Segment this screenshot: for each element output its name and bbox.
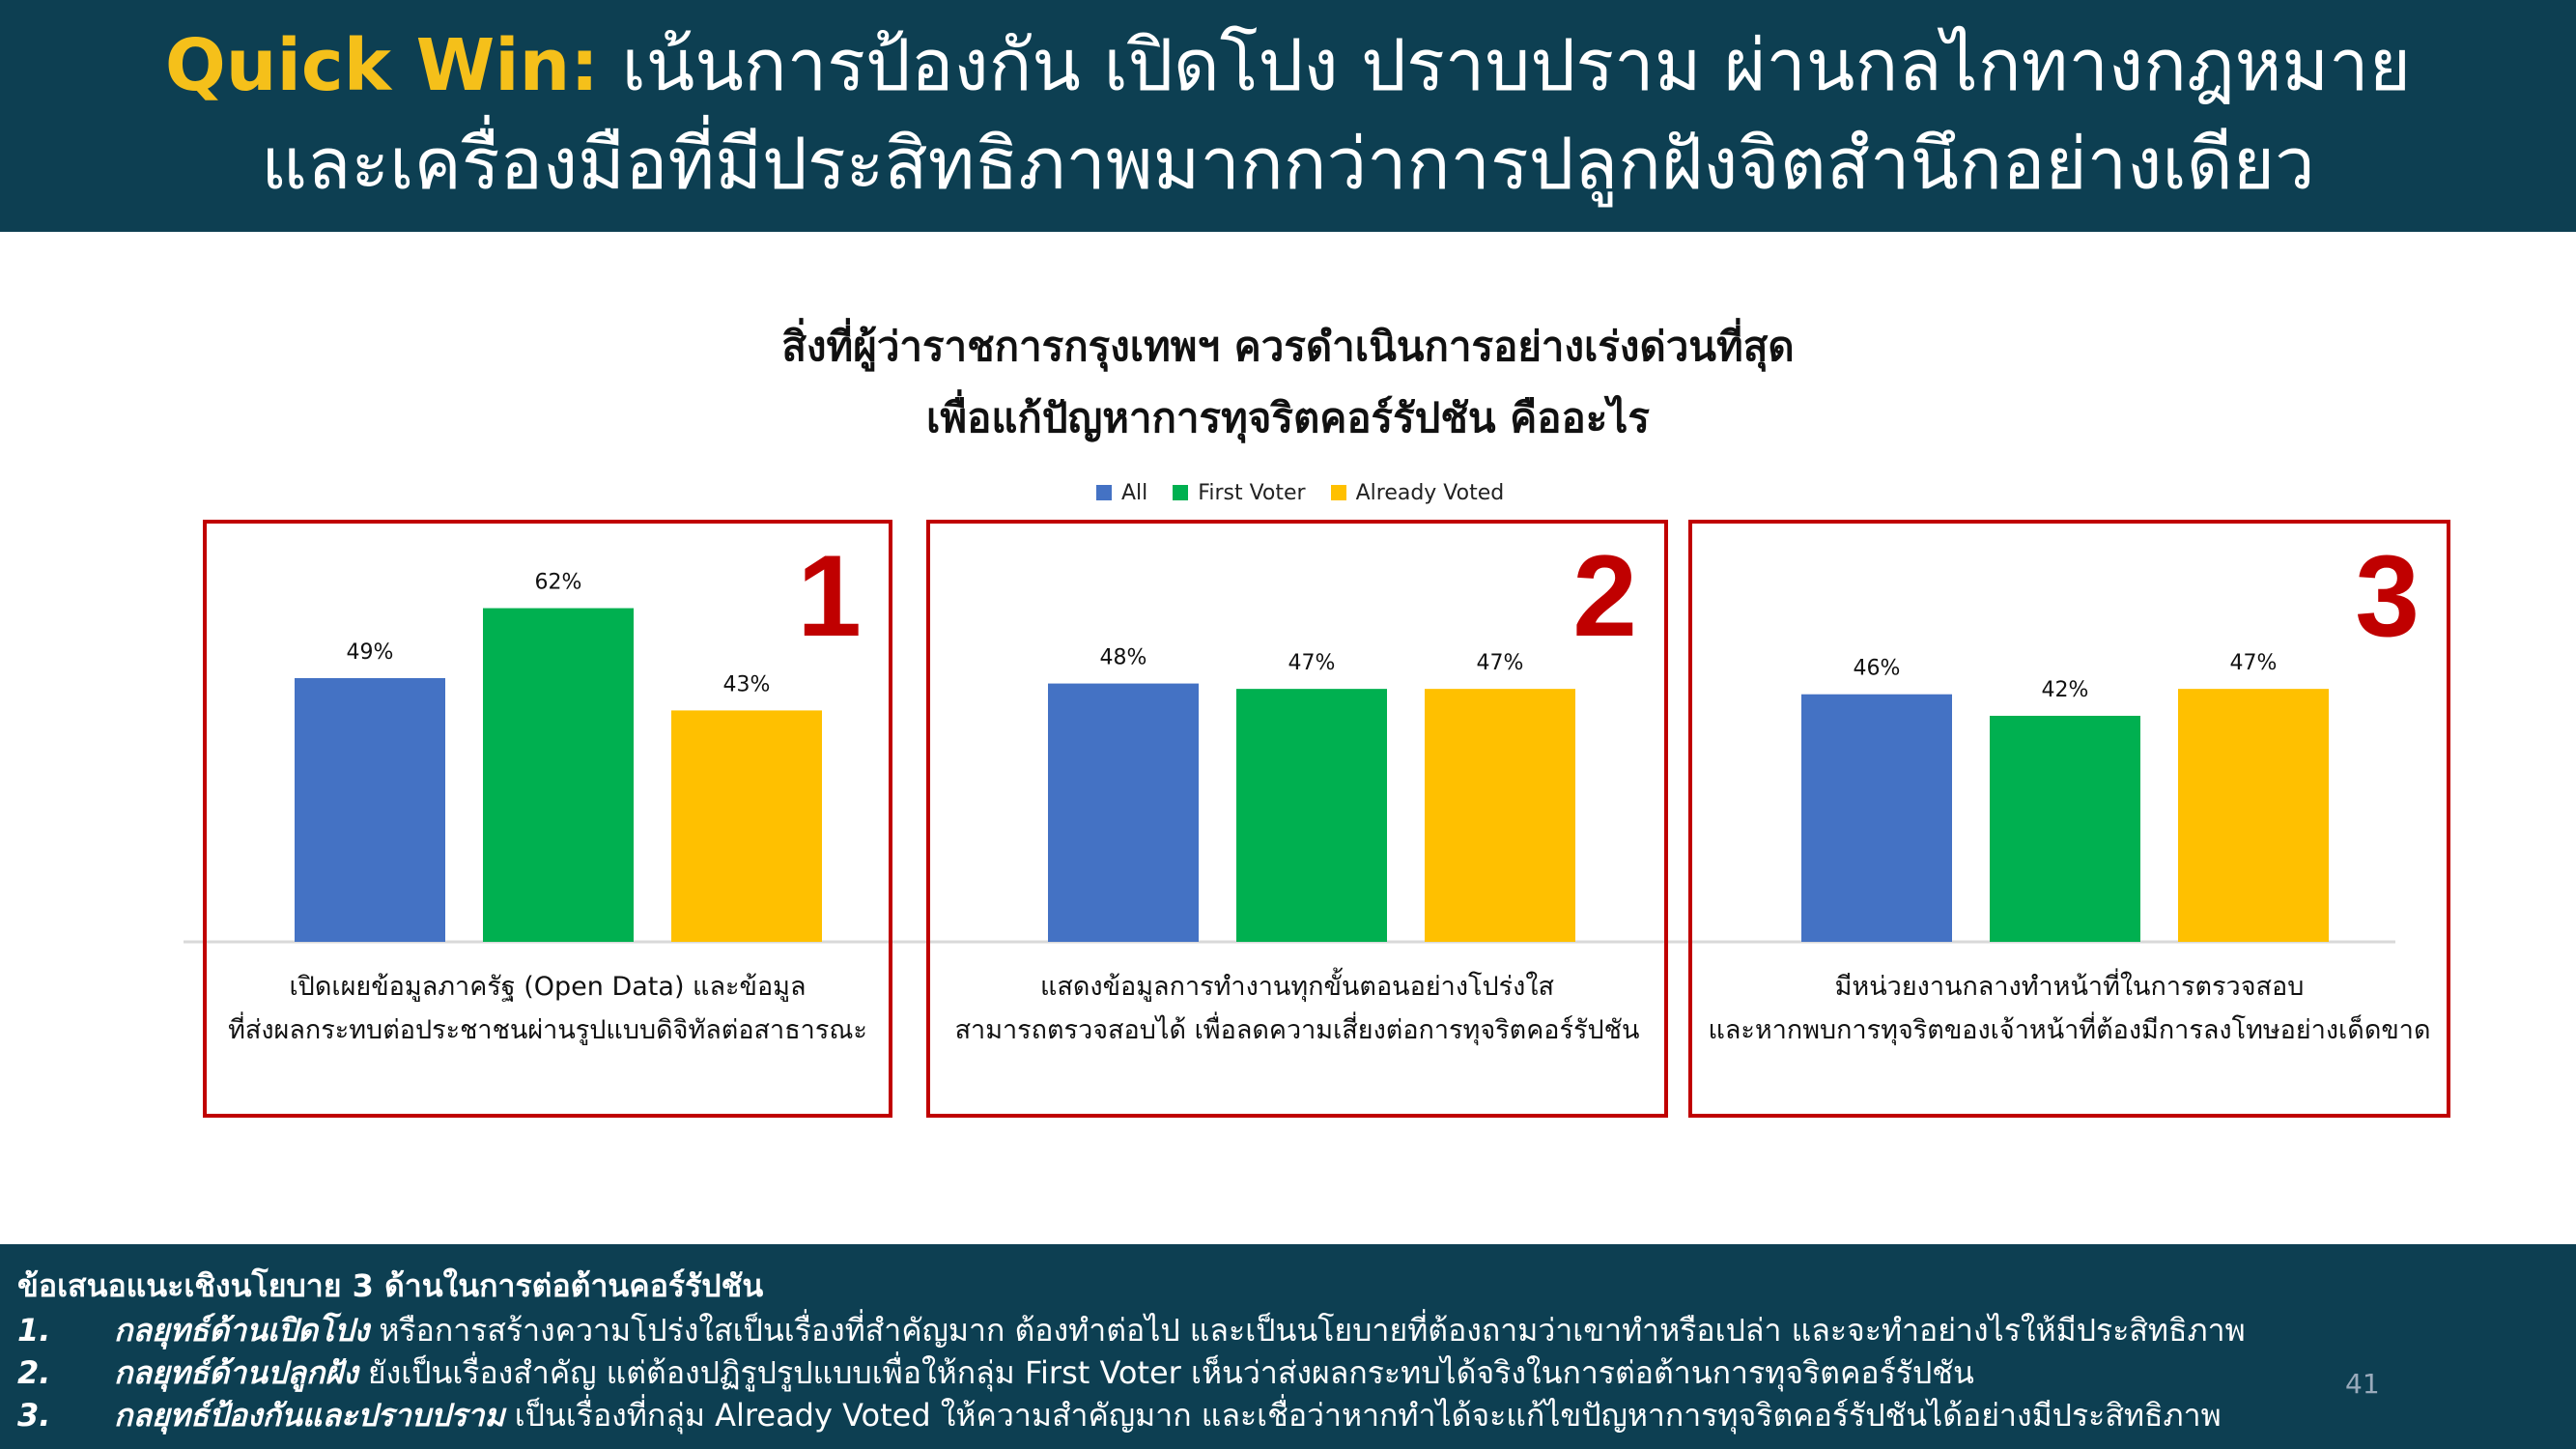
headline-line-1-text: เน้นการป้องกัน เปิดโปง ปราบปราม ผ่านกลไก… xyxy=(598,24,2412,107)
footer-item-text: หรือการสร้างความโปร่งใสเป็นเรื่องที่สำคั… xyxy=(369,1312,2246,1349)
data-label: 42% xyxy=(2042,678,2089,702)
highlight-box xyxy=(203,520,892,1118)
data-label: 43% xyxy=(723,672,771,696)
footer-item-text: เป็นเรื่องที่กลุ่ม Already Voted ให้ความ… xyxy=(504,1397,2222,1434)
category-label: แสดงข้อมูลการทำงานทุกขั้นตอนอย่างโปร่งใส xyxy=(1040,967,1554,1003)
data-label: 49% xyxy=(347,640,394,665)
header-banner: Quick Win: เน้นการป้องกัน เปิดโปง ปราบปร… xyxy=(0,0,2576,232)
footer-item-strategy: กลยุทธ์ด้านปลูกฝัง xyxy=(114,1354,358,1391)
category-label: เปิดเผยข้อมูลภาครัฐ (Open Data) และข้อมู… xyxy=(289,972,806,1002)
headline-accent: Quick Win: xyxy=(164,24,599,107)
bar xyxy=(1236,689,1387,942)
footer-item-strategy: กลยุทธ์ด้านเปิดโปง xyxy=(114,1312,370,1349)
legend-label-already-voted: Already Voted xyxy=(1355,480,1505,505)
bar xyxy=(1048,683,1199,942)
policy-footer: ข้อเสนอแนะเชิงนโยบาย 3 ด้านในการต่อต้านค… xyxy=(0,1244,2576,1449)
footer-item-strategy: กลยุทธ์ป้องกันและปราบปราม xyxy=(114,1397,505,1434)
data-label: 47% xyxy=(2230,651,2278,675)
footer-item-1: 1. กลยุทธ์ด้านเปิดโปง หรือการสร้างความโปร… xyxy=(17,1306,2246,1355)
legend-item-first-voter: First Voter xyxy=(1173,480,1306,505)
legend-label-all: All xyxy=(1121,480,1148,505)
highlight-box xyxy=(926,520,1668,1118)
bar xyxy=(1990,716,2140,942)
footer-item-number: 3. xyxy=(17,1397,51,1434)
footer-item-number: 1. xyxy=(17,1312,51,1349)
data-label: 62% xyxy=(535,571,582,595)
rank-number: 2 xyxy=(1572,531,1637,661)
data-label: 48% xyxy=(1100,646,1147,670)
legend-label-first-voter: First Voter xyxy=(1198,480,1306,505)
bar xyxy=(671,710,822,942)
data-label: 47% xyxy=(1288,651,1336,675)
headline-line-1: Quick Win: เน้นการป้องกัน เปิดโปง ปราบปร… xyxy=(0,17,2576,114)
page-number: 41 xyxy=(2345,1368,2380,1400)
legend-swatch-all xyxy=(1096,485,1112,500)
category-label: มีหน่วยงานกลางทำหน้าที่ในการตรวจสอบ xyxy=(1835,968,2305,1002)
legend-item-already-voted: Already Voted xyxy=(1330,480,1505,505)
data-label: 46% xyxy=(1854,657,1901,681)
legend-item-all: All xyxy=(1096,481,1147,505)
legend-swatch-already-voted xyxy=(1330,485,1346,500)
bar xyxy=(483,608,634,942)
headline-line-2: และเครื่องมือที่มีประสิทธิภาพมากกว่าการป… xyxy=(261,123,2315,206)
footer-item-text: ยังเป็นเรื่องสำคัญ แต่ต้องปฏิรูปรูปแบบเพ… xyxy=(357,1354,1974,1391)
category-label: และหากพบการทุจริตของเจ้าหน้าที่ต้องมีการ… xyxy=(1708,1011,2430,1046)
footer-item-2: 2. กลยุทธ์ด้านปลูกฝัง ยังเป็นเรื่องสำคัญ … xyxy=(17,1349,1974,1398)
footer-item-number: 2. xyxy=(17,1354,51,1391)
rank-number: 3 xyxy=(2355,531,2420,661)
rank-number: 1 xyxy=(797,531,862,661)
chart-legend: All First Voter Already Voted xyxy=(1096,477,1529,508)
bar xyxy=(1801,694,1952,942)
bar xyxy=(2178,689,2329,942)
legend-swatch-first-voter xyxy=(1173,485,1189,500)
chart-title-line-1: สิ่งที่ผู้ว่าราชการกรุงเทพฯ ควรดำเนินการ… xyxy=(781,323,1795,370)
data-label: 47% xyxy=(1477,651,1524,675)
footer-heading: ข้อเสนอแนะเชิงนโยบาย 3 ด้านในการต่อต้านค… xyxy=(17,1267,764,1304)
bar xyxy=(295,678,445,942)
highlight-box xyxy=(1688,520,2450,1118)
category-label: สามารถตรวจสอบได้ เพื่อลดความเสี่ยงต่อการ… xyxy=(955,1011,1640,1046)
category-label: ที่ส่งผลกระทบต่อประชาชนผ่านรูปแบบดิจิทัล… xyxy=(228,1011,867,1045)
footer-item-3: 3. กลยุทธ์ป้องกันและปราบปราม เป็นเรื่องที… xyxy=(17,1391,2222,1440)
chart-title-line-2: เพื่อแก้ปัญหาการทุจริตคอร์รัปชัน คืออะไร xyxy=(926,394,1650,441)
bar xyxy=(1425,689,1575,942)
